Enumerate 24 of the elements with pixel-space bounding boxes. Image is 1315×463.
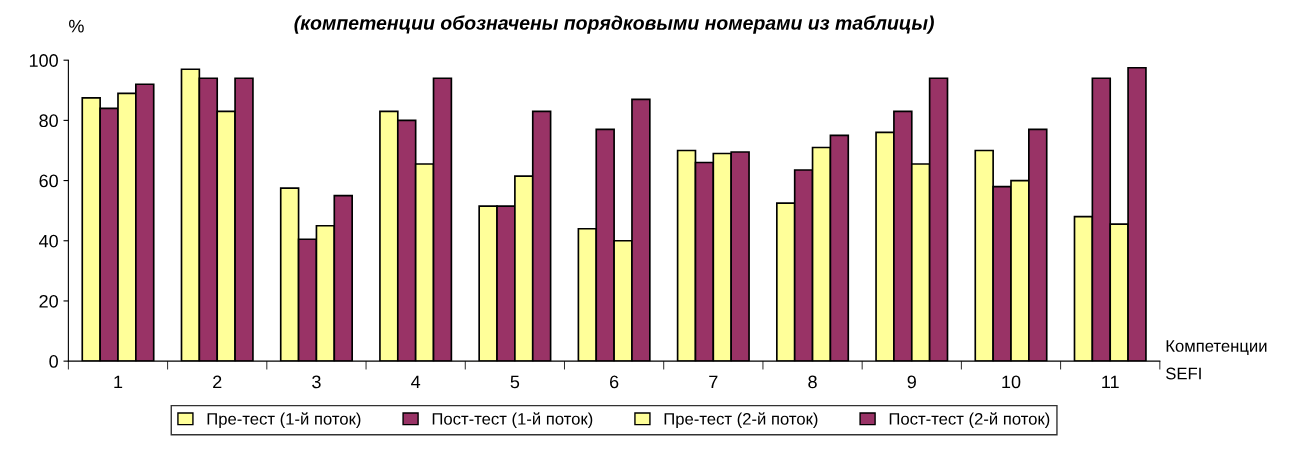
y-tick-label: 80 <box>39 114 58 128</box>
x-tick-label: 11 <box>1102 375 1119 389</box>
x-tick-label: 2 <box>213 375 222 389</box>
x-tick-label: 10 <box>1002 375 1021 389</box>
y-axis-title: % <box>69 19 84 33</box>
x-tick-label: 6 <box>610 375 619 389</box>
y-tick-label: 100 <box>29 54 58 67</box>
y-tick-label: 40 <box>38 234 58 248</box>
legend-label: Пост-тест (2-й поток) <box>889 412 1050 429</box>
legend-label: Пост-тест (1-й поток) <box>432 412 593 429</box>
x-tick-label: 5 <box>510 375 520 389</box>
y-tick-label: 60 <box>39 174 58 188</box>
legend-label: Пре-тест (2-й поток) <box>664 412 818 429</box>
legend-label: Пре-тест (1-й поток) <box>207 412 361 429</box>
x-tick-label: 7 <box>709 375 718 389</box>
x-tick-label: 8 <box>808 375 817 389</box>
x-tick-label: 1 <box>114 375 123 389</box>
x-axis-title: Компетенции SEFI <box>1166 340 1267 380</box>
chart-title: (компетенции обозначены порядковыми номерами из таблицы) <box>294 15 934 34</box>
y-tick-label: 20 <box>39 294 58 308</box>
y-tick-label: 0 <box>49 355 58 368</box>
x-tick-label: 9 <box>907 375 916 389</box>
x-tick-label: 4 <box>411 375 421 389</box>
x-tick-label: 3 <box>312 375 321 389</box>
